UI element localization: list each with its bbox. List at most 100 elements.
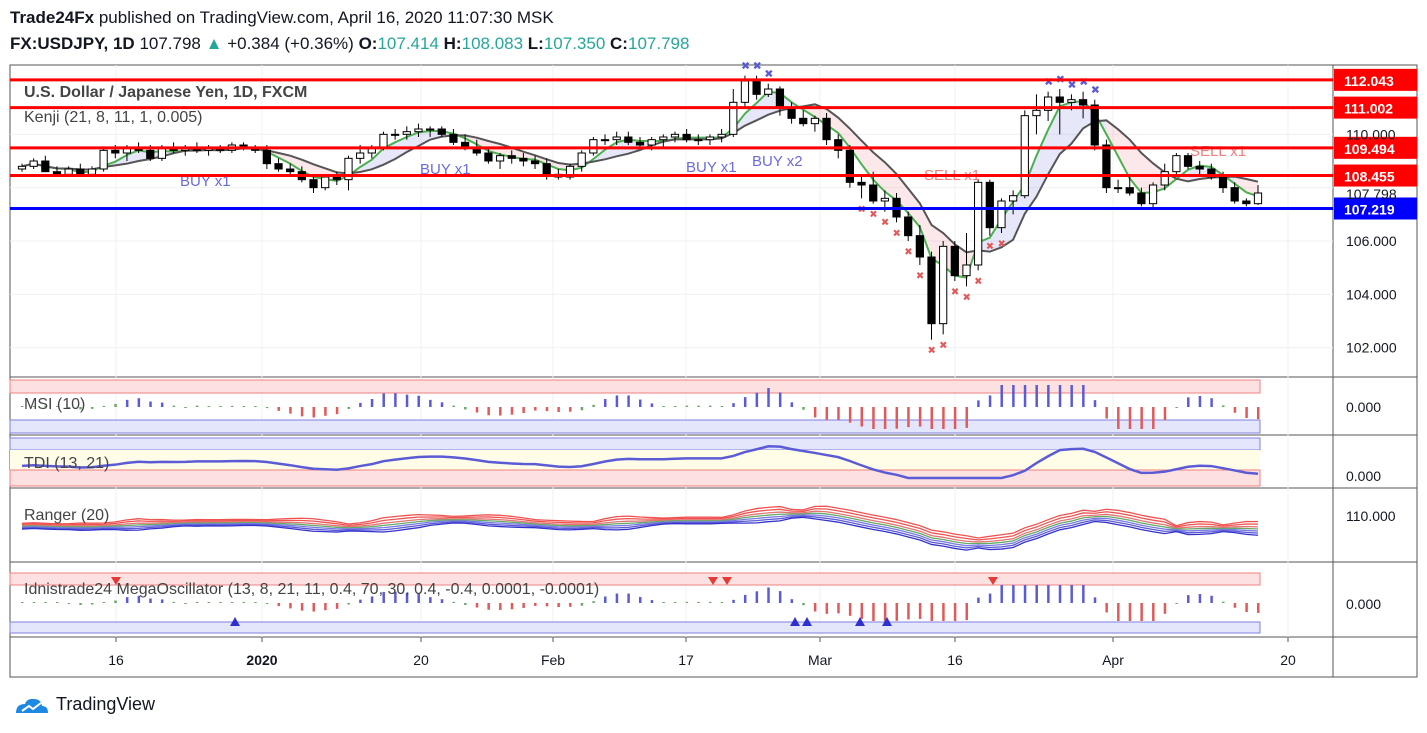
mega-bar [487,603,490,610]
candle-body [810,117,820,125]
signal-label: BUY x1 [686,159,737,176]
kenji-cloud [919,203,932,259]
msi-bar [802,407,805,410]
msi-bar [452,405,455,407]
high-label: H: [443,34,462,53]
mega-bar [708,601,712,603]
mega-bar [755,591,759,603]
msi-bar [312,407,316,418]
msi-bar [67,407,71,408]
candle-body [1183,155,1193,167]
candle-body [577,152,586,167]
mega-bar [673,602,677,603]
low-label: L: [527,34,544,53]
publisher-name[interactable]: Trade24Fx [10,8,95,27]
msi-bar [743,397,747,407]
msi-bar [580,407,584,411]
mega-bar [114,600,117,603]
msi-bar [639,399,642,407]
last-price-label: 107.798 [1346,186,1397,202]
mega-bar [1128,603,1132,621]
x-axis-label: Apr [1102,652,1124,668]
publish-line: Trade24Fx published on TradingView.com, … [10,8,554,28]
candle-body [449,133,458,143]
candle-body [647,139,656,146]
msi-bar [394,393,397,407]
last-price: 107.798 [139,34,201,53]
ranger-band-line [21,514,1259,547]
mega-bar [230,602,234,603]
msi-bar [1245,407,1248,418]
candle-body [99,149,108,170]
msi-bar [673,406,677,407]
mega-bar [254,602,257,603]
msi-bar [300,407,304,417]
mega-bar [802,603,805,606]
mega-bar [883,603,887,621]
mega-buy-triangle-icon [790,617,800,626]
msi-bar [1222,405,1225,407]
mega-bar [32,602,36,603]
msi-bar [1128,407,1132,429]
msi-bar [125,399,129,407]
msi-bar [895,407,899,429]
candle-body [752,80,761,95]
msi-bar [254,406,257,407]
mega-bar [942,603,945,621]
candle-body [1230,187,1239,202]
msi-bar [114,403,117,407]
mega-bar [872,603,875,621]
mega-bar [475,603,479,608]
msi-bar [767,388,770,407]
msi-bar [219,405,222,407]
msi-bar [230,405,234,407]
x-axis-label: 17 [678,652,694,668]
candle-body [1195,165,1204,170]
mega-bar [650,600,654,603]
candle-body [764,88,773,95]
mega-bar [102,602,106,603]
candle-body [332,176,341,181]
msi-bar [942,407,945,429]
msi-bar [569,407,572,412]
mega-bar [988,593,992,603]
mega-buy-triangle-icon [230,617,240,626]
tradingview-logo-icon [16,698,48,713]
candle-body [740,80,750,103]
msi-bar [732,403,735,407]
candle-body [600,139,610,142]
price-axis-label: 102.000 [1346,340,1397,356]
ranger-axis-label: 110.000 [1346,508,1396,524]
msi-bar [860,407,864,427]
mega-bar [557,603,560,608]
msi-bar [499,407,502,416]
mega-bar [1245,603,1248,612]
mega-bar [265,603,269,604]
price-axis-label: 106.000 [1346,233,1397,249]
mega-bar [207,602,211,603]
msi-bar [650,403,654,407]
chart-title: U.S. Dollar / Japanese Yen, 1D, FXCM [24,84,307,101]
mega-bar [464,603,467,606]
candle-body [1218,176,1228,189]
level-price-label: 112.043 [1344,73,1394,89]
mega-buy-triangle-icon [855,617,865,626]
footer-brand[interactable]: TradingView [14,694,155,715]
msi-bar [90,407,94,409]
mega-bar [359,599,362,603]
ranger-band-line [21,512,1259,545]
candle-body [1055,96,1064,103]
mega-sell-triangle-icon [722,577,732,585]
level-price-tag [1334,136,1417,159]
candle-body [542,163,551,175]
mega-bar [569,603,572,607]
msi-bar [289,407,292,414]
mega-sell-triangle-icon [708,577,718,585]
ranger-band-line [21,505,1259,539]
msi-axis-label: 0.000 [1346,399,1381,415]
msi-bar [137,398,141,407]
mega-axis-label: 0.000 [1346,596,1381,612]
candle-body [694,139,703,142]
symbol-label[interactable]: FX:USDJPY, 1D [10,34,135,53]
